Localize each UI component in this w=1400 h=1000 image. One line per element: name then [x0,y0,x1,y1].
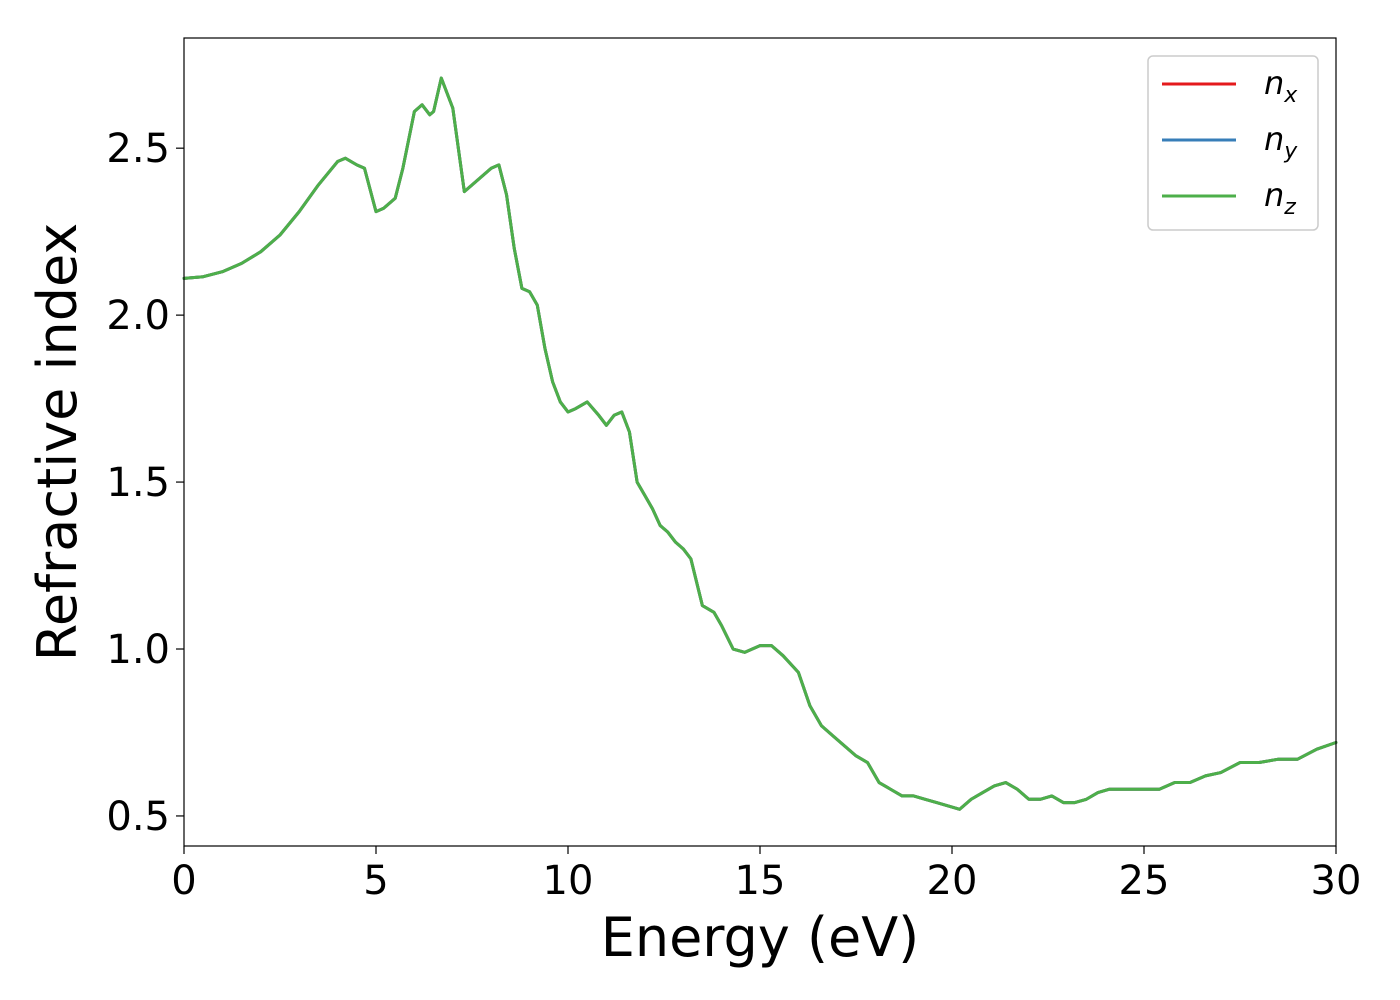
y-tick-label: 0.5 [106,794,170,840]
x-tick-label: 5 [363,858,388,904]
legend-label-subscript: z [1283,195,1296,220]
x-axis: 0 5 10 15 20 25 30 [171,846,1361,904]
legend-label-subscript: y [1283,139,1298,164]
x-tick-label: 10 [543,858,594,904]
x-tick-label: 0 [171,858,196,904]
y-tick-label: 1.5 [106,460,170,506]
x-axis-label: Energy (eV) [601,906,920,969]
y-tick-label: 2.0 [106,293,170,339]
legend-label-z: nz [1264,176,1296,220]
x-tick-label: 30 [1311,858,1362,904]
y-axis-label: Refractive index [26,223,89,662]
legend-label-y: ny [1264,120,1298,164]
y-tick-label: 2.5 [106,126,170,172]
y-tick-label: 1.0 [106,627,170,673]
legend-label-x: nx [1264,64,1298,108]
legend-label-base: n [1264,176,1284,214]
series-layer [182,76,1338,811]
legend-label-subscript: x [1283,83,1298,108]
series-line-z [182,76,1338,811]
legend-label-base: n [1264,64,1284,102]
y-axis: 0.5 1.0 1.5 2.0 2.5 [106,126,184,840]
legend-box [1147,55,1319,231]
x-tick-label: 15 [735,858,786,904]
x-tick-label: 20 [927,858,978,904]
legend-label-base: n [1264,120,1284,158]
x-tick-label: 25 [1119,858,1170,904]
